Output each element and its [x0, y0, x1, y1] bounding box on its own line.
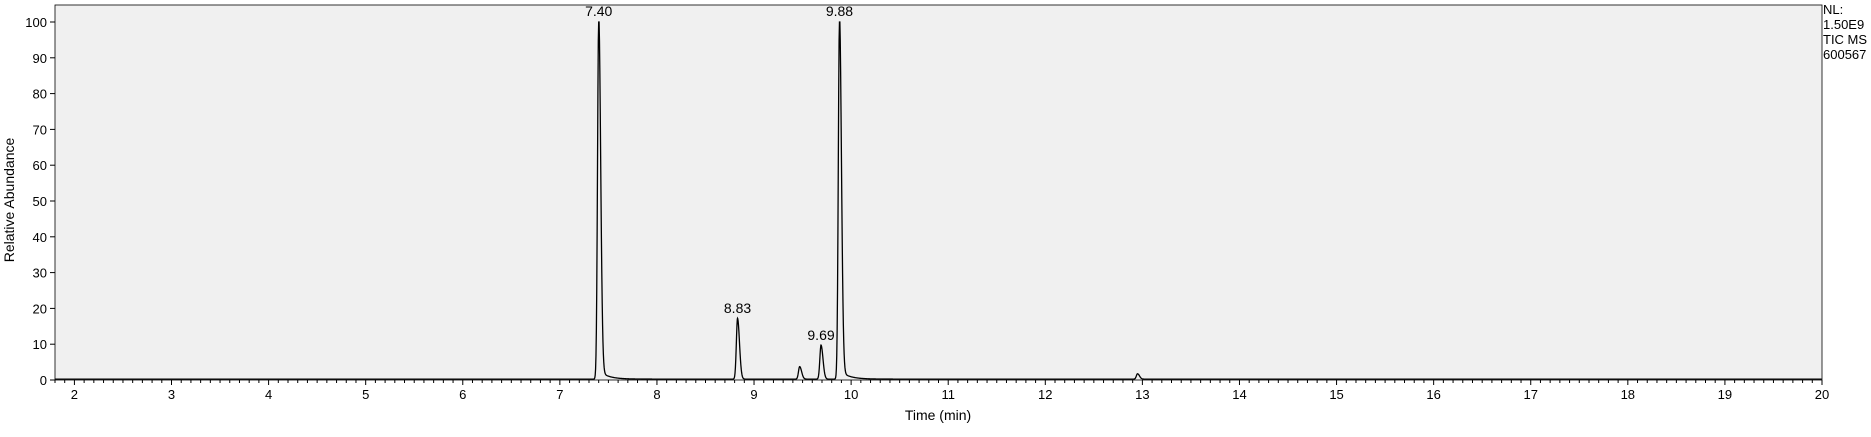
normalization-info: NL: 1.50E9 TIC MS 600567 [1823, 2, 1867, 62]
y-tick-label: 30 [33, 266, 47, 281]
info-line: NL: [1823, 2, 1844, 17]
y-tick-label: 70 [33, 122, 47, 137]
peak-label: 8.83 [724, 300, 751, 316]
x-tick-label: 6 [459, 387, 466, 402]
x-tick-label: 8 [653, 387, 660, 402]
x-tick-label: 19 [1718, 387, 1732, 402]
y-tick-label: 100 [25, 15, 47, 30]
peak-label: 7.40 [585, 3, 612, 19]
y-tick-label: 10 [33, 337, 47, 352]
x-tick-label: 3 [168, 387, 175, 402]
x-tick-label: 4 [265, 387, 272, 402]
y-tick-label: 50 [33, 194, 47, 209]
x-tick-label: 5 [362, 387, 369, 402]
peak-label: 9.69 [807, 327, 834, 343]
y-tick-label: 0 [40, 373, 47, 388]
x-tick-label: 9 [750, 387, 757, 402]
x-axis-title: Time (min) [905, 407, 971, 423]
x-tick-label: 14 [1232, 387, 1246, 402]
x-tick-label: 10 [844, 387, 858, 402]
info-line: 1.50E9 [1823, 17, 1865, 32]
y-tick-label: 60 [33, 158, 47, 173]
x-tick-label: 15 [1329, 387, 1343, 402]
x-tick-label: 16 [1426, 387, 1440, 402]
info-line: 600567 [1823, 47, 1867, 62]
x-tick-label: 17 [1524, 387, 1538, 402]
y-axis: 0 10 20 30 40 50 60 70 80 90 100 [25, 15, 55, 388]
x-tick-label: 7 [556, 387, 563, 402]
x-tick-label: 13 [1135, 387, 1149, 402]
x-tick-label: 20 [1815, 387, 1829, 402]
info-line: TIC MS [1823, 32, 1868, 47]
y-axis-title: Relative Abundance [1, 138, 17, 263]
peak-labels: 7.40 8.83 9.69 9.88 [585, 3, 853, 343]
x-tick-label: 11 [941, 387, 955, 402]
tic-trace [55, 21, 1822, 380]
peak-label: 9.88 [826, 3, 853, 19]
plot-area [54, 4, 1823, 381]
x-axis: 2 3 4 5 6 7 8 9 10 11 12 13 14 15 16 17 18 19 20 [54, 380, 1829, 402]
y-tick-label: 20 [33, 301, 47, 316]
x-tick-label: 12 [1038, 387, 1052, 402]
y-tick-label: 80 [33, 87, 47, 102]
y-tick-label: 40 [33, 230, 47, 245]
x-tick-label: 18 [1621, 387, 1635, 402]
x-tick-label: 2 [71, 387, 78, 402]
y-tick-label: 90 [33, 51, 47, 66]
